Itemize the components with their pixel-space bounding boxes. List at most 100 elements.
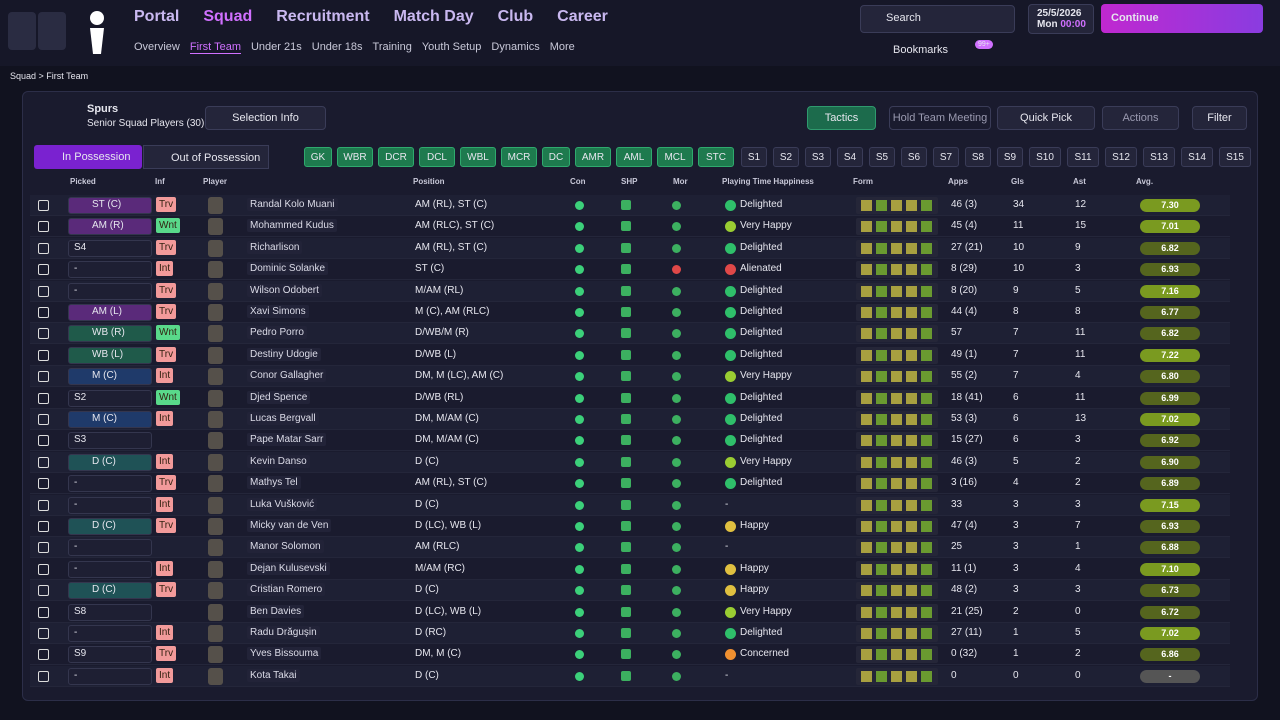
sub-tab[interactable]: Training xyxy=(372,41,412,53)
actions[interactable]: Actions xyxy=(1102,106,1179,130)
sub-tab[interactable]: Youth Setup xyxy=(421,41,482,53)
checkbox[interactable] xyxy=(38,221,49,233)
sub-button[interactable]: S12 xyxy=(1105,147,1137,167)
table-row[interactable]: ST (C) Trv Randal Kolo Muani AM (RL), ST (C… xyxy=(30,195,1230,216)
sub-button[interactable]: S8 xyxy=(965,147,991,167)
sub-button[interactable]: S14 xyxy=(1181,147,1213,167)
checkbox[interactable] xyxy=(38,606,49,618)
table-row[interactable]: M (C) Int Conor Gallagher DM, M (LC), AM (C… xyxy=(30,366,1230,388)
picked-box[interactable] xyxy=(68,261,152,279)
table-row[interactable]: S4 Trv Richarlison AM (RL), ST (C) Delighted… xyxy=(30,237,1230,259)
table-row[interactable]: - Manor Solomon AM (RLC) - 25 3 1 6.88 xyxy=(30,537,1230,559)
sub-button[interactable]: S2 xyxy=(773,147,799,167)
picked-box[interactable] xyxy=(68,325,152,343)
main-tab[interactable]: Club xyxy=(497,8,534,25)
sub-tab[interactable]: Under 21s xyxy=(250,41,302,53)
tab[interactable]: Out of Possession xyxy=(143,145,269,169)
checkbox[interactable] xyxy=(38,200,49,211)
crumb[interactable]: Squad xyxy=(10,71,37,81)
table-row[interactable]: - Int Radu Drăgușin D (RC) Delighted 27 (11) 1… xyxy=(30,623,1230,644)
checkbox[interactable] xyxy=(38,285,49,297)
table-row[interactable]: - Int Dominic Solanke ST (C) Alienated 8 (29)… xyxy=(30,259,1230,281)
team-meeting[interactable]: Hold Team Meeting xyxy=(889,106,991,130)
sub-button[interactable]: S13 xyxy=(1143,147,1175,167)
picked-box[interactable] xyxy=(68,197,152,214)
checkbox[interactable] xyxy=(38,349,49,361)
checkbox[interactable] xyxy=(38,242,49,254)
checkbox[interactable] xyxy=(38,264,49,276)
checkbox[interactable] xyxy=(38,670,49,682)
checkbox[interactable] xyxy=(38,435,49,447)
picked-box[interactable] xyxy=(68,432,152,450)
sub-button[interactable]: S9 xyxy=(997,147,1023,167)
picked-box[interactable] xyxy=(68,346,152,364)
sub-tab[interactable]: Under 18s xyxy=(311,41,363,53)
sub-button[interactable]: S11 xyxy=(1067,147,1099,167)
date-box[interactable]: 25/5/2026 Mon 00:00 xyxy=(1028,4,1094,34)
position-button[interactable]: AMR xyxy=(575,147,611,167)
checkbox[interactable] xyxy=(38,563,49,575)
continue-button[interactable]: Continue xyxy=(1101,4,1263,33)
tab-active[interactable]: In Possession xyxy=(34,145,142,169)
checkbox[interactable] xyxy=(38,521,49,532)
bookmarks[interactable]: Bookmarks xyxy=(893,44,949,56)
main-tab[interactable]: Match Day xyxy=(393,8,474,25)
picked-box[interactable] xyxy=(68,496,152,514)
sub-tab[interactable]: Dynamics xyxy=(491,41,540,53)
table-row[interactable]: S9 Trv Yves Bissouma DM, M (C) Concerned 0 (3… xyxy=(30,644,1230,666)
table-row[interactable]: - Trv Wilson Odobert M/AM (RL) Delighted 8 (2… xyxy=(30,280,1230,302)
position-button[interactable]: STC xyxy=(698,147,734,167)
table-row[interactable]: WB (R) Wnt Pedro Porro D/WB/M (R) Delighted 5… xyxy=(30,323,1230,345)
table-row[interactable]: - Int Luka Vušković D (C) -33 3 3 7.15 xyxy=(30,494,1230,516)
picked-box[interactable] xyxy=(68,582,152,600)
table-row[interactable]: - Trv Mathys Tel AM (RL), ST (C) Delighted 3 … xyxy=(30,473,1230,495)
picked-box[interactable] xyxy=(68,667,152,685)
table-row[interactable]: S3 Pape Matar Sarr DM, M/AM (C) Delighted 15… xyxy=(30,430,1230,452)
picked-box[interactable] xyxy=(68,282,152,300)
main-tab[interactable]: Recruitment xyxy=(276,8,370,25)
table-row[interactable]: WB (L) Trv Destiny Udogie D/WB (L) Delighted… xyxy=(30,344,1230,366)
checkbox[interactable] xyxy=(38,628,49,639)
picked-box[interactable] xyxy=(68,239,152,257)
table-row[interactable]: D (C) Int Kevin Danso D (C) Very Happy 46 (3)… xyxy=(30,451,1230,473)
main-tab[interactable]: Portal xyxy=(134,8,180,25)
sub-button[interactable]: S4 xyxy=(837,147,863,167)
checkbox[interactable] xyxy=(38,307,49,318)
table-row[interactable]: D (C) Trv Cristian Romero D (C) Happy 48 (2) 3… xyxy=(30,580,1230,602)
picked-box[interactable] xyxy=(68,625,152,642)
sub-button[interactable]: S1 xyxy=(741,147,767,167)
position-button[interactable]: GK xyxy=(304,147,332,167)
sub-button[interactable]: S10 xyxy=(1029,147,1061,167)
position-button[interactable]: AML xyxy=(616,147,652,167)
position-button[interactable]: WBR xyxy=(337,147,373,167)
crumb[interactable]: First Team xyxy=(46,71,89,81)
picked-box[interactable] xyxy=(68,475,152,493)
position-button[interactable]: DC xyxy=(542,147,570,167)
picked-box[interactable] xyxy=(68,218,152,236)
picked-box[interactable] xyxy=(68,453,152,471)
table-row[interactable]: S8 Ben Davies D (LC), WB (L) Very Happy 21 (… xyxy=(30,601,1230,623)
back-button[interactable] xyxy=(8,12,36,50)
table-row[interactable]: - Int Kota Takai D (C) - 0 0 0 - xyxy=(30,665,1230,687)
search[interactable]: Search xyxy=(886,12,921,24)
table-row[interactable]: AM (L) Trv Xavi Simons M (C), AM (RLC) Delig… xyxy=(30,302,1230,323)
checkbox[interactable] xyxy=(38,328,49,340)
sub-button[interactable]: S6 xyxy=(901,147,927,167)
sub-tab[interactable]: First Team xyxy=(189,41,241,54)
checkbox[interactable] xyxy=(38,371,49,383)
picked-box[interactable] xyxy=(68,304,152,321)
picked-box[interactable] xyxy=(68,603,152,621)
selection-info[interactable]: Selection Info xyxy=(205,106,326,130)
picked-box[interactable] xyxy=(68,518,152,535)
checkbox[interactable] xyxy=(38,478,49,490)
quick-pick[interactable]: Quick Pick xyxy=(997,106,1095,130)
sub-button[interactable]: S7 xyxy=(933,147,959,167)
sub-button[interactable]: S15 xyxy=(1219,147,1251,167)
position-button[interactable]: MCL xyxy=(657,147,693,167)
forward-button[interactable] xyxy=(38,12,66,50)
sub-tab[interactable]: Overview xyxy=(134,41,180,53)
position-button[interactable]: DCL xyxy=(419,147,455,167)
checkbox[interactable] xyxy=(38,456,49,468)
picked-box[interactable] xyxy=(68,389,152,407)
table-row[interactable]: D (C) Trv Micky van de Ven D (LC), WB (L) Ha… xyxy=(30,516,1230,537)
